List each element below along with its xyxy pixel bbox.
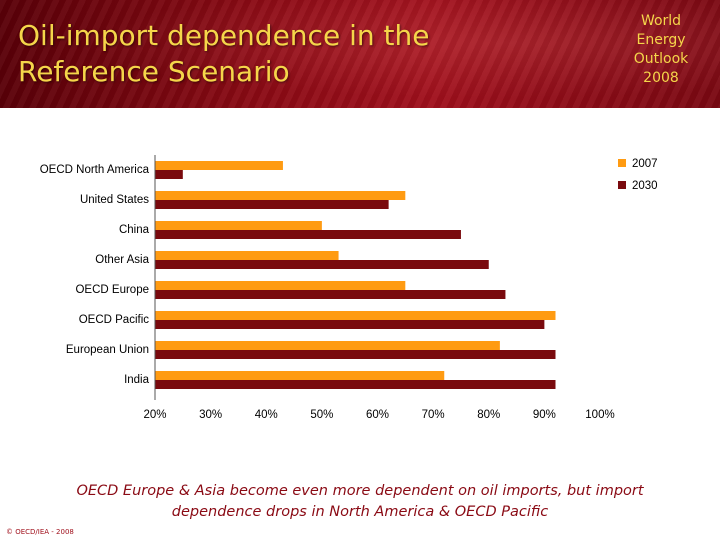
chart-caption: OECD Europe & Asia become even more depe… [40,481,680,523]
bar-2030 [155,380,556,389]
x-tick-label: 100% [585,409,614,421]
category-label: China [119,224,150,236]
category-label: European Union [66,344,149,356]
badge-line-4: 2008 [643,70,679,86]
category-label: Other Asia [95,254,149,266]
badge-line-1: World [640,13,682,29]
bar-2007 [155,281,406,290]
banner-texture [0,0,720,108]
bar-2030 [155,230,461,239]
bar-2007 [155,341,500,350]
bar-2007 [155,191,406,200]
caption-line-2: dependence drops in North America & OECD… [171,504,549,520]
legend-label: 2007 [632,158,658,170]
header-banner: Oil-import dependence in the Reference S… [0,0,720,108]
title-line-2: Reference Scenario [18,55,290,88]
category-label: India [124,374,150,386]
bar-2007 [155,371,445,380]
bar-2007 [155,251,339,260]
bar-2030 [155,260,489,269]
category-label: OECD Europe [75,284,149,296]
badge-line-3: Outlook [633,51,689,67]
legend-swatch-2030 [618,181,626,189]
category-label: OECD Pacific [79,314,150,326]
x-tick-label: 70% [422,409,445,421]
copyright-notice: © OECD/IEA - 2008 [6,528,74,536]
weo-badge: World Energy Outlook 2008 [616,12,706,88]
bar-2030 [155,350,556,359]
x-tick-label: 20% [143,409,166,421]
bar-2007 [155,161,283,170]
bar-2007 [155,221,322,230]
caption-line-1: OECD Europe & Asia become even more depe… [76,483,644,499]
badge-line-2: Energy [636,32,686,48]
x-tick-label: 60% [366,409,389,421]
bar-chart: OECD North America United States China Othe… [40,155,658,421]
bar-2030 [155,290,506,299]
x-tick-label: 90% [533,409,556,421]
x-tick-label: 80% [477,409,500,421]
category-label: OECD North America [40,164,150,176]
bar-2007 [155,311,556,320]
bar-2030 [155,320,545,329]
x-tick-label: 40% [255,409,278,421]
title-line-1: Oil-import dependence in the [18,19,430,52]
bar-2030 [155,170,183,179]
legend-swatch-2007 [618,159,626,167]
category-label: United States [80,194,149,206]
bar-2030 [155,200,389,209]
legend-label: 2030 [632,180,658,192]
x-tick-label: 50% [310,409,333,421]
x-tick-label: 30% [199,409,222,421]
page-title: Oil-import dependence in the Reference S… [18,18,478,90]
